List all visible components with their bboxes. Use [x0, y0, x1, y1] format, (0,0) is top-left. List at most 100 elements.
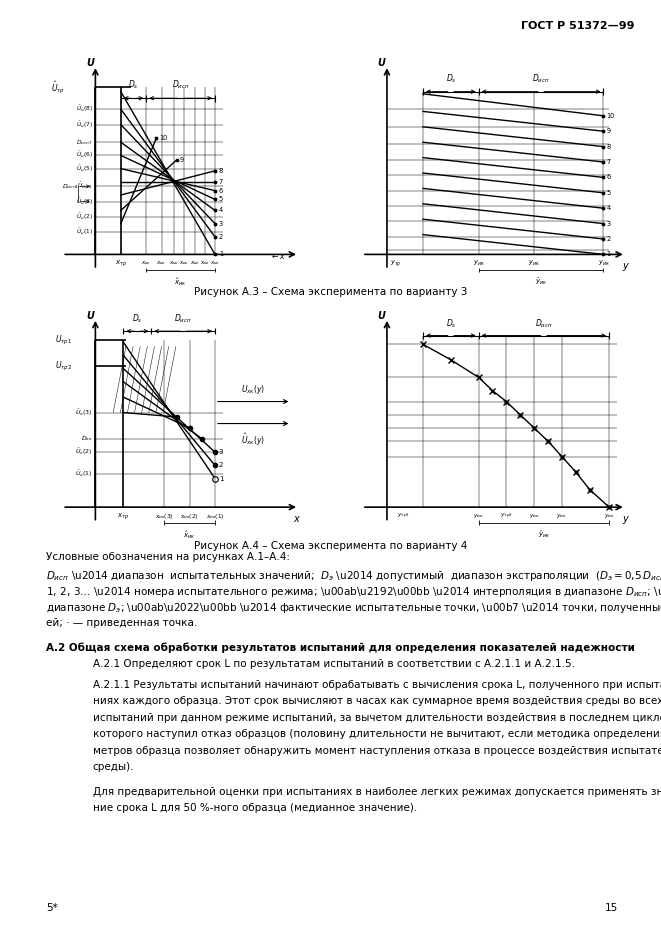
- Text: 3: 3: [606, 221, 610, 227]
- Text: А.2.1 Определяют срок L по результатам испытаний в соответствии с А.2.1.1 и А.2.: А.2.1 Определяют срок L по результатам и…: [93, 659, 574, 668]
- Text: 9: 9: [179, 157, 184, 163]
- Text: $\hat{U}_{тр}$: $\hat{U}_{тр}$: [51, 79, 65, 95]
- Text: $x_{тр}$: $x_{тр}$: [118, 511, 130, 522]
- Text: $x_{ик}$: $x_{ик}$: [210, 258, 220, 267]
- Text: 15: 15: [605, 902, 618, 913]
- Text: $x_{ик}$: $x_{ик}$: [169, 258, 179, 267]
- Text: $U_{тр2}$: $U_{тр2}$: [55, 359, 71, 373]
- Text: $\bar{U}_u(8)$: $\bar{U}_u(8)$: [76, 104, 93, 114]
- Text: ние срока L для 50 %-ного образца (медианное значение).: ние срока L для 50 %-ного образца (медиа…: [93, 803, 417, 812]
- Text: 5*: 5*: [46, 902, 58, 913]
- Text: $U_{тр1}$: $U_{тр1}$: [55, 333, 71, 346]
- Text: 10: 10: [159, 135, 167, 140]
- Text: $D_s$: $D_s$: [446, 317, 456, 330]
- Text: $D_s$: $D_s$: [128, 78, 139, 91]
- Text: $\bar{U}_u(5)$: $\bar{U}_u(5)$: [76, 164, 93, 174]
- Text: 7: 7: [606, 159, 611, 165]
- Text: $y_{ик}$: $y_{ик}$: [528, 258, 540, 268]
- Text: ГОСТ Р 51372—99: ГОСТ Р 51372—99: [521, 21, 635, 31]
- Text: $\bar{U}_u(6)$: $\bar{U}_u(6)$: [76, 151, 93, 160]
- Text: Для предварительной оценки при испытаниях в наиболее легких режимах допускается : Для предварительной оценки при испытания…: [93, 786, 661, 797]
- Text: 4: 4: [606, 205, 611, 212]
- Text: $x_{ик}$: $x_{ик}$: [141, 258, 151, 267]
- Text: 2: 2: [219, 234, 223, 240]
- Text: 5: 5: [219, 197, 223, 202]
- Text: $\bar{y}_{ик}$: $\bar{y}_{ик}$: [535, 276, 547, 287]
- Text: $y_{ик}$: $y_{ик}$: [598, 258, 609, 268]
- Text: 5: 5: [606, 190, 611, 196]
- Text: $D_{хк}$: $D_{хк}$: [81, 434, 93, 444]
- Text: $\bar{U}_{исп1}$: $\bar{U}_{исп1}$: [77, 182, 93, 191]
- Text: $D_{исп}$: $D_{исп}$: [175, 312, 192, 325]
- Text: $\bar{U}_x(3)$: $\bar{U}_x(3)$: [75, 407, 93, 417]
- Text: $x_{ик}$: $x_{ик}$: [190, 258, 200, 267]
- Text: А.2.1.1 Результаты испытаний начинают обрабатывать с вычисления срока L, получен: А.2.1.1 Результаты испытаний начинают об…: [93, 680, 661, 690]
- Text: y: y: [623, 514, 629, 524]
- Text: Условные обозначения на рисунках А.1–А.4:: Условные обозначения на рисунках А.1–А.4…: [46, 552, 290, 563]
- Text: 1: 1: [219, 475, 223, 481]
- Text: $\bar{y}_{ик}$: $\bar{y}_{ик}$: [537, 529, 550, 540]
- Text: 4: 4: [219, 208, 223, 213]
- Text: $\leftarrow x$: $\leftarrow x$: [270, 252, 286, 261]
- Text: U: U: [377, 311, 385, 321]
- Text: 7: 7: [219, 179, 223, 184]
- Text: $\bar{U}_x(2)$: $\bar{U}_x(2)$: [75, 447, 93, 457]
- Text: 8: 8: [606, 143, 611, 150]
- Text: $y_{ик}$: $y_{ик}$: [473, 258, 485, 268]
- Text: x: x: [293, 514, 299, 524]
- Text: U: U: [377, 58, 385, 68]
- Text: $D_{исп1}$: $D_{исп1}$: [62, 182, 79, 191]
- Text: $y_{тр1}$: $y_{тр1}$: [397, 511, 410, 520]
- Text: 8: 8: [219, 168, 223, 174]
- Text: $U_{хк}(y)$: $U_{хк}(y)$: [241, 383, 265, 396]
- Text: 6: 6: [219, 187, 223, 194]
- Text: Рисунок А.4 – Схема эксперимента по варианту 4: Рисунок А.4 – Схема эксперимента по вари…: [194, 541, 467, 551]
- Text: $y_{ик}$: $y_{ик}$: [529, 511, 539, 519]
- Text: $x_{ик}(2)$: $x_{ик}(2)$: [180, 511, 199, 520]
- Text: U: U: [87, 58, 95, 68]
- Text: $x_{ик}$: $x_{ик}$: [179, 258, 190, 267]
- Text: $\hat{x}_{ик}$: $\hat{x}_{ик}$: [175, 276, 187, 288]
- Text: y: y: [623, 261, 629, 271]
- Text: $\hat{x}_{ик}$: $\hat{x}_{ик}$: [183, 529, 196, 541]
- Text: $\bar{U}_u(3)$: $\bar{U}_u(3)$: [76, 197, 93, 207]
- Text: $x_{ик}$: $x_{ик}$: [157, 258, 167, 267]
- Text: 3: 3: [219, 221, 223, 227]
- Text: ниях каждого образца. Этот срок вычисляют в часах как суммарное время воздействи: ниях каждого образца. Этот срок вычисляю…: [93, 696, 661, 707]
- Text: $\bar{U}_u(7)$: $\bar{U}_u(7)$: [76, 120, 93, 130]
- Text: $y_{ик}$: $y_{ик}$: [557, 511, 567, 519]
- Text: А.2 Общая схема обработки результатов испытаний для определения показателей наде: А.2 Общая схема обработки результатов ис…: [46, 642, 635, 652]
- Text: $D_{исп}$: $D_{исп}$: [172, 78, 190, 91]
- Text: $D_{исп}$: $D_{исп}$: [532, 72, 550, 85]
- Text: $\bar{U}_u(1)$: $\bar{U}_u(1)$: [76, 227, 93, 238]
- Text: 9: 9: [606, 128, 610, 134]
- Text: 2: 2: [606, 236, 611, 242]
- Text: $x_{ик}(3)$: $x_{ик}(3)$: [155, 511, 173, 520]
- Text: $x_{тр}$: $x_{тр}$: [115, 258, 127, 270]
- Text: $D_s$: $D_s$: [132, 312, 143, 325]
- Text: метров образца позволяет обнаружить момент наступления отказа в процессе воздейс: метров образца позволяет обнаружить моме…: [93, 746, 661, 755]
- Text: 2: 2: [219, 462, 223, 468]
- Text: $D_{исп}$ \u2014 диапазон  испытательных значений;  $D_э$ \u2014 допустимый  диа: $D_{исп}$ \u2014 диапазон испытательных …: [46, 569, 661, 582]
- Text: 1: 1: [606, 252, 610, 257]
- Text: $x_{ик}(1)$: $x_{ик}(1)$: [206, 511, 224, 520]
- Text: диапазоне $D_э$; \u00ab\u2022\u00bb \u2014 фактические испытательные точки, \u00: диапазоне $D_э$; \u00ab\u2022\u00bb \u20…: [46, 602, 661, 615]
- Text: 1: 1: [219, 252, 223, 257]
- Text: $\bar{U}_x(1)$: $\bar{U}_x(1)$: [75, 469, 93, 479]
- Text: $D_{исп}$: $D_{исп}$: [535, 317, 553, 330]
- Text: $y_{тр2}$: $y_{тр2}$: [500, 511, 513, 520]
- Text: $\bar{U}_u(2)$: $\bar{U}_u(2)$: [76, 212, 93, 222]
- Text: Рисунок А.3 – Схема эксперимента по варианту 3: Рисунок А.3 – Схема эксперимента по вари…: [194, 287, 467, 298]
- Text: $D_s$: $D_s$: [446, 72, 456, 85]
- Text: 3: 3: [219, 449, 223, 455]
- Text: $x_{ик}$: $x_{ик}$: [200, 258, 210, 267]
- Text: 6: 6: [606, 174, 611, 181]
- Text: 10: 10: [606, 113, 615, 119]
- Text: испытаний при данном режиме испытаний, за вычетом длительности воздействия в пос: испытаний при данном режиме испытаний, з…: [93, 713, 661, 723]
- Text: $\hat{U}_{хк}(y)$: $\hat{U}_{хк}(y)$: [241, 431, 265, 447]
- Text: среды).: среды).: [93, 762, 134, 772]
- Text: $1,\, 2,\, 3\ldots$ \u2014 номера испытательного режима; \u00ab\u2192\u00bb \u20: $1,\, 2,\, 3\ldots$ \u2014 номера испыта…: [46, 585, 661, 599]
- Text: U: U: [87, 311, 95, 321]
- Text: $D_{исп7}$: $D_{исп7}$: [77, 138, 93, 147]
- Text: которого наступил отказ образцов (половину длительности не вычитают, если методи: которого наступил отказ образцов (полови…: [93, 729, 661, 739]
